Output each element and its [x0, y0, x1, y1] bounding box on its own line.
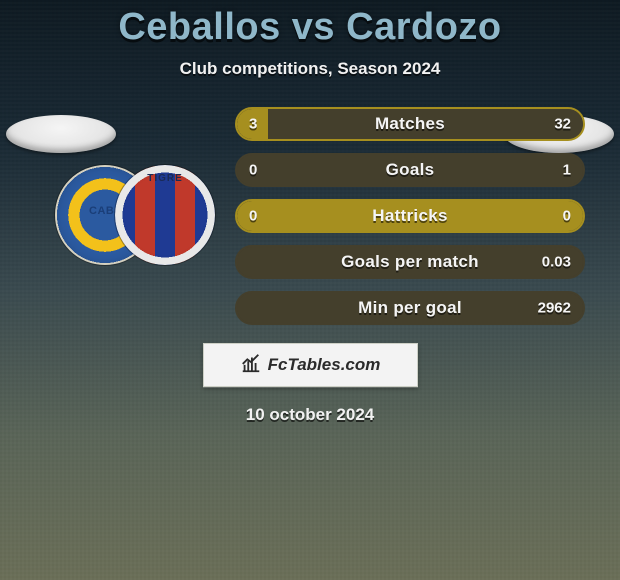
- stat-value-right: 1: [563, 162, 571, 179]
- stat-row: Goals per match0.03: [235, 245, 585, 279]
- stat-row: Min per goal2962: [235, 291, 585, 325]
- stat-label: Matches: [237, 114, 583, 134]
- stat-row: Matches3 32: [235, 107, 585, 141]
- bar-chart-icon: [240, 352, 262, 379]
- stat-label: Min per goal: [237, 298, 583, 318]
- stat-value-left: 0: [249, 208, 257, 225]
- stat-label: Hattricks: [237, 206, 583, 226]
- stat-value-right: 2962: [538, 300, 571, 317]
- branding-box: FcTables.com: [203, 343, 418, 387]
- infographic-root: Ceballos vs Cardozo Club competitions, S…: [0, 0, 620, 425]
- branding-label: FcTables.com: [268, 355, 381, 375]
- stat-value-right: 0.03: [542, 254, 571, 271]
- stat-label: Goals per match: [237, 252, 583, 272]
- player-left-pill: [6, 115, 116, 153]
- comparison-arena: Matches332Goals01Hattricks00Goals per ma…: [0, 107, 620, 325]
- stat-value-right: 0: [563, 208, 571, 225]
- stat-row: Goals0 1: [235, 153, 585, 187]
- subtitle: Club competitions, Season 2024: [180, 59, 441, 79]
- stat-rows: Matches332Goals01Hattricks00Goals per ma…: [235, 107, 585, 325]
- stat-row: Hattricks0 0: [235, 199, 585, 233]
- stat-value-right: 32: [554, 116, 571, 133]
- stat-value-left: 3: [249, 116, 257, 133]
- page-title: Ceballos vs Cardozo: [118, 6, 501, 49]
- club-badge-right: [115, 165, 215, 265]
- stat-value-left: 0: [249, 162, 257, 179]
- date-label: 10 october 2024: [246, 405, 375, 425]
- stat-label: Goals: [237, 160, 583, 180]
